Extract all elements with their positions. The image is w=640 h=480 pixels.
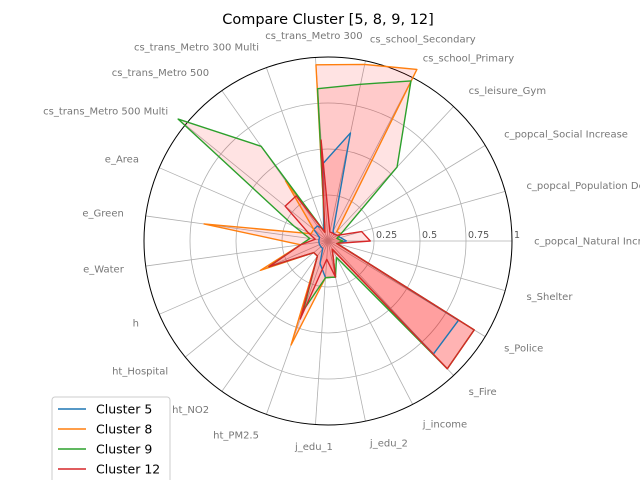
series-lines [177,63,475,370]
axis-label-ht-hospital: ht_Hospital [112,367,168,378]
legend-label-cluster-9: Cluster 9 [96,442,152,457]
legend: Cluster 5 Cluster 8 Cluster 9 Cluster 12 [51,396,171,480]
axis-label-s-shelter: s_Shelter [526,292,573,303]
axis-label-j-income: j_income [422,419,467,430]
axis-label-s-fire: s_Fire [469,387,497,398]
axis-label-cs-trans-metro-500: cs_trans_Metro 500 [112,68,209,79]
axis-label-cs-school-secondary: cs_school_Secondary [370,35,476,46]
rtick-label: 1 [514,230,520,241]
series-fill-cluster-9 [178,80,475,369]
axis-label-cs-leisure-gym: cs_leisure_Gym [469,86,546,97]
axis-label-e-area: e_Area [105,154,139,165]
rtick-label: 0.5 [422,230,437,241]
grid-circle [235,148,421,334]
axis-label-j-edu-1: j_edu_1 [294,442,333,453]
legend-label-cluster-12: Cluster 12 [96,462,160,477]
rtick-label: 0.75 [468,230,489,241]
rtick-label: 0.25 [376,230,397,241]
axis-label-c-popcal-natural-increase: c_popcal_Natural Increase [534,237,640,248]
series-line-cluster-12 [268,139,475,370]
series-fill-cluster-8 [204,64,475,369]
axis-label-cs-trans-metro-500-multi: cs_trans_Metro 500 Multi [43,106,168,117]
legend-frame [51,396,171,480]
axis-label-cs-trans-metro-300: cs_trans_Metro 300 [265,31,362,42]
axis-label-j-edu-2: j_edu_2 [369,438,408,449]
chart-title: Compare Cluster [5, 8, 9, 12] [222,12,434,28]
axis-label-s-police: s_Police [504,344,543,355]
axis-labels: c_popcal_Natural Increase c_popcal_Popula… [43,31,640,453]
series-line-cluster-9 [177,80,475,370]
series-fill-cluster-12 [268,140,475,369]
legend-label-cluster-5: Cluster 5 [96,402,152,417]
axis-label-ht-no2: ht_NO2 [172,405,209,416]
outer-frame-circle [143,56,513,426]
axis-label-c-popcal-population-density: c_popcal_Population Density [526,181,640,192]
axis-label-cs-trans-metro-300-multi: cs_trans_Metro 300 Multi [134,42,259,53]
radial-tick-labels: 0.25 0.5 0.75 1 [376,230,520,241]
grid-circle [189,102,467,380]
axis-label-e-water: e_Water [83,265,125,276]
axis-label-cs-school-primary: cs_school_Primary [423,54,514,65]
series-fills [178,64,475,369]
axis-label-c-popcal-social-increase: c_popcal_Social Increase [504,129,628,140]
axis-label-ht-pm2-5: ht_PM2.5 [213,431,259,442]
radar-grid [143,56,513,426]
axis-label-e-green: e_Green [82,208,123,219]
legend-label-cluster-8: Cluster 8 [96,422,152,437]
series-fill-cluster-5 [313,132,459,354]
axis-label-h: h [133,319,139,330]
